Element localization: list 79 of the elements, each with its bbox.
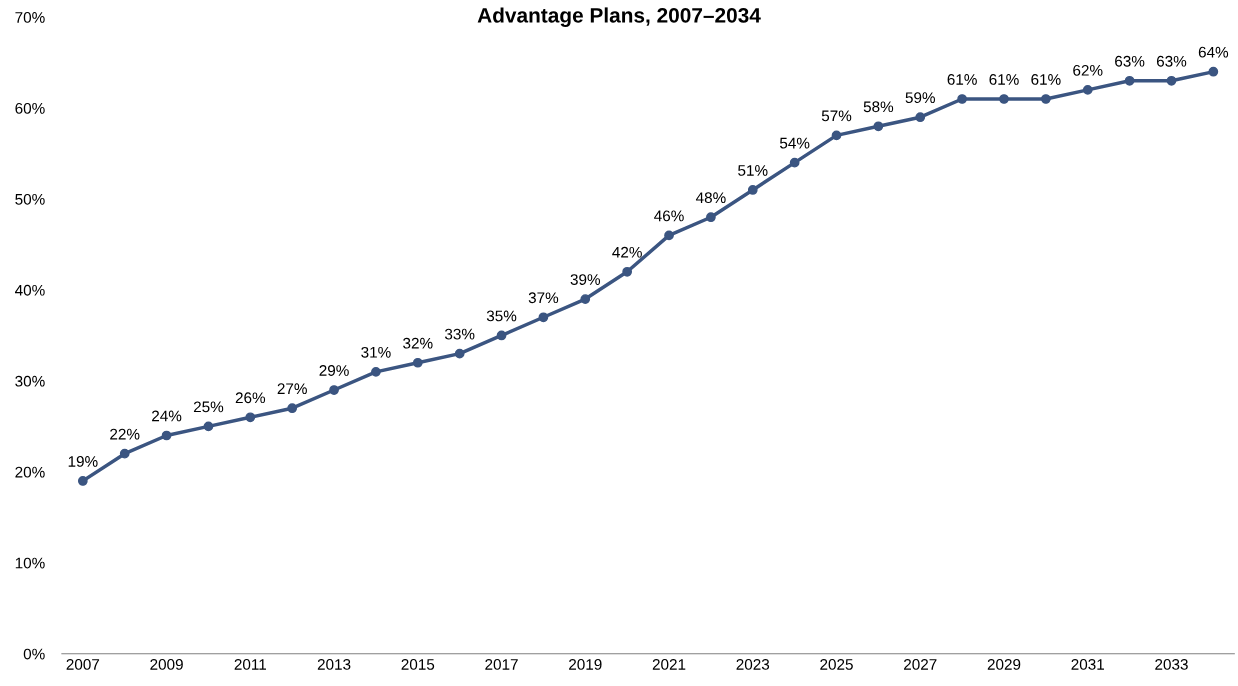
data-label: 48% [695, 192, 726, 204]
x-tick-label: 2029 [987, 659, 1021, 670]
x-tick-label: 2023 [736, 659, 770, 670]
data-label: 39% [570, 274, 601, 285]
point [664, 230, 674, 241]
point [1041, 94, 1051, 104]
point [1208, 66, 1219, 77]
point [831, 130, 842, 141]
data-label: 51% [738, 165, 768, 176]
point [77, 476, 88, 486]
point [957, 94, 967, 104]
y-tick-label: 50% [15, 193, 45, 205]
x-tick-label: 2013 [317, 659, 351, 670]
y-tick-label: 70% [15, 12, 45, 23]
data-label: 54% [779, 137, 810, 149]
data-label: 19% [68, 456, 98, 467]
data-label: 59% [905, 92, 935, 104]
point [1082, 85, 1093, 95]
data-label: 27% [277, 383, 307, 395]
chart-title: Advantage Plans, 2007–2034 [477, 7, 761, 27]
data-label: 22% [110, 428, 140, 440]
x-tick-label: 2017 [485, 659, 518, 670]
data-label: 32% [403, 337, 433, 349]
x-tick-label: 2033 [1155, 659, 1188, 670]
point [119, 448, 130, 459]
data-label: 61% [947, 74, 977, 85]
point [538, 312, 549, 323]
point [496, 330, 507, 341]
data-label: 64% [1198, 46, 1229, 58]
x-tick-label: 2015 [401, 659, 435, 670]
data-label: 42% [612, 246, 642, 258]
data-label: 57% [821, 110, 852, 122]
x-tick-label: 2031 [1071, 659, 1104, 670]
data-label: 58% [863, 101, 894, 113]
point [622, 266, 633, 277]
point [789, 157, 800, 168]
data-label: 25% [193, 401, 224, 413]
data-label: 24% [152, 410, 182, 422]
x-tick-label: 2021 [652, 659, 686, 670]
data-label: 63% [1156, 55, 1187, 67]
x-tick-label: 2027 [904, 659, 937, 670]
y-tick-label: 10% [15, 557, 45, 569]
data-label: 26% [235, 392, 266, 404]
point [1124, 75, 1135, 86]
data-label: 35% [486, 310, 517, 322]
point [1166, 75, 1177, 86]
point [245, 412, 256, 423]
data-label: 61% [989, 74, 1019, 85]
x-tick-label: 2011 [234, 659, 267, 670]
y-tick-label: 40% [15, 284, 45, 296]
y-tick-label: 0% [23, 648, 45, 660]
data-label: 61% [1031, 74, 1061, 85]
point [999, 94, 1009, 104]
point [329, 385, 339, 395]
data-label: 33% [444, 328, 475, 340]
point [412, 357, 423, 368]
point [747, 185, 758, 195]
x-tick-label: 2007 [66, 659, 100, 670]
data-label: 37% [528, 292, 559, 304]
point [371, 366, 381, 377]
y-tick-label: 20% [15, 466, 45, 478]
data-label: 46% [654, 210, 684, 222]
data-label: 63% [1115, 55, 1145, 67]
point [287, 403, 298, 414]
x-tick-label: 2019 [569, 659, 602, 670]
point [915, 112, 926, 123]
y-tick-label: 30% [15, 375, 45, 387]
data-label: 29% [319, 365, 349, 376]
x-tick-label: 2025 [820, 659, 853, 670]
data-label: 62% [1073, 64, 1103, 76]
point [580, 294, 591, 304]
point [203, 421, 214, 432]
x-tick-label: 2009 [150, 659, 183, 670]
data-label: 31% [361, 346, 391, 358]
point [454, 348, 465, 359]
point [706, 212, 716, 223]
point [161, 430, 172, 441]
y-tick-label: 60% [15, 102, 45, 114]
point [873, 121, 884, 132]
